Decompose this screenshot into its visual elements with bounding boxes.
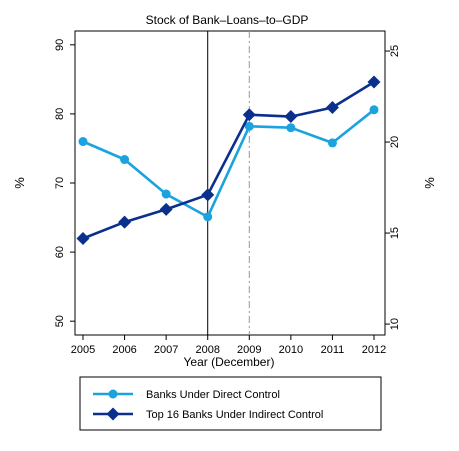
legend-entry-label: Top 16 Banks Under Indirect Control <box>146 409 323 421</box>
y-axis-label-right: % <box>422 177 437 189</box>
legend: Banks Under Direct Control Top 16 Banks U… <box>79 376 382 431</box>
x-tick-label: 2010 <box>279 344 303 356</box>
y-right-tick-label: 10 <box>389 318 401 330</box>
series-1-point <box>161 189 171 199</box>
series-2-point <box>284 110 298 124</box>
series-1-line <box>82 108 375 219</box>
series-2-point <box>159 202 173 216</box>
series-2-point <box>118 215 132 229</box>
series-1-point <box>78 137 88 147</box>
series-2-point <box>367 75 381 89</box>
legend-entry-label: Banks Under Direct Control <box>146 389 280 401</box>
series-2-point <box>76 232 90 246</box>
reference-lines <box>207 31 250 335</box>
x-tick-label: 2006 <box>112 344 136 356</box>
y-left-tick-label: 70 <box>54 177 66 189</box>
x-tick-label: 2009 <box>237 344 261 356</box>
x-tick-label: 2012 <box>362 344 386 356</box>
series-2 <box>76 75 381 246</box>
y-right-tick-label: 15 <box>389 227 401 239</box>
y-left-tick-label: 90 <box>54 39 66 51</box>
series-1-point <box>244 121 254 131</box>
series-2-line <box>82 80 375 240</box>
chart-title: Stock of Bank–Loans–to–GDP <box>146 13 309 27</box>
y-left-tick-label: 60 <box>54 246 66 258</box>
y-left-tick-label: 80 <box>54 108 66 120</box>
plot-frame <box>74 30 386 336</box>
series-1-point <box>369 105 379 115</box>
legend-swatch-marker <box>106 407 120 421</box>
y-right-tick-label: 25 <box>389 45 401 57</box>
legend-swatch-marker <box>108 389 118 399</box>
y-axis-label-left: % <box>12 177 27 189</box>
y-axis-left: 50 60 70 80 90 <box>54 39 75 327</box>
x-tick-label: 2007 <box>154 344 178 356</box>
series-1 <box>78 105 379 222</box>
series-1-point <box>120 155 130 165</box>
x-tick-label: 2011 <box>321 344 345 356</box>
x-axis: 2005 2006 2007 2008 2009 2010 2011 2012 <box>71 335 386 356</box>
x-tick-label: 2005 <box>71 344 95 356</box>
legend-box <box>79 376 382 431</box>
series-2-point <box>325 100 339 114</box>
series-1-point <box>327 138 337 148</box>
y-right-tick-label: 20 <box>389 136 401 148</box>
y-left-tick-label: 50 <box>54 315 66 327</box>
series-1-point <box>203 212 213 222</box>
series-2-point <box>242 108 256 122</box>
series-layer <box>76 75 381 246</box>
x-axis-label: Year (December) <box>184 355 275 369</box>
series-1-point <box>286 123 296 133</box>
series-2-point <box>201 188 215 202</box>
x-tick-label: 2008 <box>195 344 219 356</box>
y-axis-right: 10 15 20 25 <box>385 45 401 330</box>
